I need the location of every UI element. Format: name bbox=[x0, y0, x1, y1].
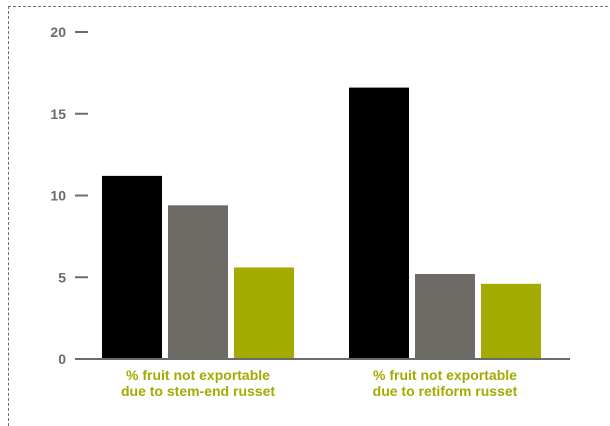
category-label-1-line-2: due to stem-end russet bbox=[121, 383, 275, 399]
bar-2-2 bbox=[415, 273, 475, 359]
bar-1-1 bbox=[102, 175, 162, 359]
category-label-1-line-1: % fruit not exportable bbox=[126, 367, 270, 383]
category-label-2-line-2: due to retiform russet bbox=[373, 383, 518, 399]
chart-frame bbox=[8, 6, 610, 426]
bar-1-2 bbox=[168, 205, 228, 359]
category-label-2-line-1: % fruit not exportable bbox=[373, 367, 517, 383]
y-tick-label: 10 bbox=[50, 188, 66, 204]
y-tick-label: 5 bbox=[58, 269, 66, 285]
bar-2-3 bbox=[481, 283, 541, 359]
bar-2-1 bbox=[349, 87, 409, 359]
bar-1-3 bbox=[234, 267, 294, 359]
y-tick-label: 15 bbox=[50, 106, 66, 122]
y-tick-label: 0 bbox=[58, 351, 66, 367]
y-tick-label: 20 bbox=[50, 24, 66, 40]
